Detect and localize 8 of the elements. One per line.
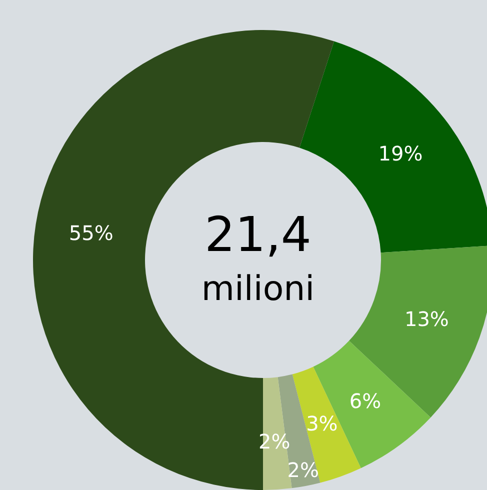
text: milioni (201, 269, 315, 309)
data-label: 55% (68, 220, 114, 245)
text: 21,4 (204, 207, 312, 263)
data-label: 6% (349, 388, 382, 413)
data-label: 13% (404, 306, 449, 331)
data-label: 3% (306, 412, 338, 436)
data-label: 2% (287, 458, 319, 482)
data-label: 19% (378, 141, 423, 166)
